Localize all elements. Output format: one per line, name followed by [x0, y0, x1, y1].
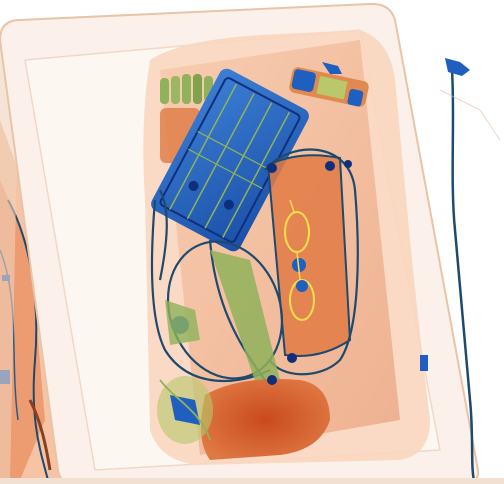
shoe-object	[201, 379, 330, 460]
tray-bottom-edge	[0, 478, 504, 484]
connector-dot	[267, 163, 277, 173]
connector-dot	[325, 161, 335, 171]
bag-contents	[143, 30, 431, 465]
laptop-block	[151, 68, 309, 252]
right-cable	[439, 58, 501, 484]
green-strap	[210, 250, 285, 410]
small-metal-item	[322, 62, 342, 74]
connector-dot	[344, 160, 352, 168]
cable-plug	[445, 58, 470, 76]
connector-dot	[287, 353, 297, 363]
connector-dot	[267, 375, 277, 385]
small-metal-item	[420, 355, 428, 371]
small-electronic	[157, 300, 213, 444]
battery-object	[289, 67, 369, 107]
pouch-with-glasses	[266, 154, 352, 357]
